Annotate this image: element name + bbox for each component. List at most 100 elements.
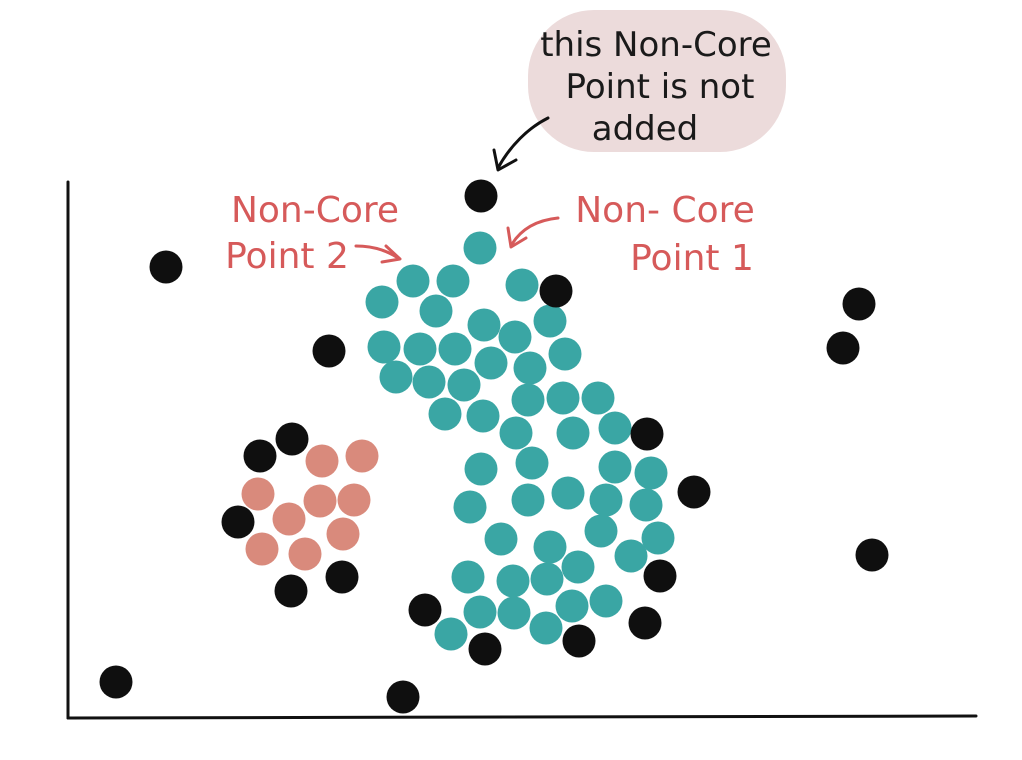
core-point-43 [561, 550, 595, 584]
point1-arrow [510, 216, 560, 246]
core-point-15 [379, 360, 413, 394]
core-point-40 [451, 560, 485, 594]
core-point-46 [497, 596, 531, 630]
cluster2-point-6 [272, 502, 306, 536]
core-point-29 [598, 450, 632, 484]
noise-point-8 [243, 439, 277, 473]
core-cluster [365, 231, 675, 651]
core-point-35 [629, 488, 663, 522]
cluster2-point-3 [241, 477, 275, 511]
noise-point-9 [630, 417, 664, 451]
cluster2-point-9 [288, 537, 322, 571]
core-point-49 [434, 617, 468, 651]
core-point-5 [365, 285, 399, 319]
core-point-30 [634, 456, 668, 490]
noise-point-3 [539, 274, 573, 308]
core-point-7 [467, 308, 501, 342]
cluster2-point-5 [337, 483, 371, 517]
core-point-12 [498, 320, 532, 354]
callout-arrow [496, 116, 550, 170]
core-point-41 [496, 564, 530, 598]
callout: this Non-Core Point is not added [492, 10, 786, 172]
noise-point-14 [274, 574, 308, 608]
core-point-27 [464, 452, 498, 486]
core-point-17 [447, 368, 481, 402]
noise-point-7 [275, 422, 309, 456]
core-point-45 [463, 595, 497, 629]
noise-point-21 [386, 680, 420, 714]
noise-point-17 [628, 606, 662, 640]
core-point-11 [438, 332, 472, 366]
core-point-9 [367, 330, 401, 364]
core-point-14 [474, 346, 508, 380]
core-point-31 [453, 490, 487, 524]
point2-arrowhead [380, 244, 402, 264]
noise-point-11 [221, 505, 255, 539]
core-point-20 [546, 381, 580, 415]
small-cluster [241, 439, 379, 571]
core-point-21 [581, 381, 615, 415]
core-point-2 [396, 264, 430, 298]
callout-bubble [528, 10, 786, 152]
core-point-18 [513, 351, 547, 385]
noise-point-4 [842, 287, 876, 321]
callout-line-2: Point is not [566, 67, 755, 107]
point1-arrowhead [506, 226, 528, 249]
core-point-37 [533, 530, 567, 564]
callout-arrowhead [492, 148, 518, 172]
noise-points [99, 179, 889, 714]
noise-point-6 [826, 331, 860, 365]
core-point-48 [589, 584, 623, 618]
core-point-47 [555, 589, 589, 623]
callout-line-3: added [592, 109, 699, 149]
cluster2-point-2 [345, 439, 379, 473]
core-point-3 [436, 264, 470, 298]
noise-point-15 [643, 559, 677, 593]
core-point-19 [511, 383, 545, 417]
cluster2-point-1 [305, 444, 339, 478]
core-point-39 [641, 521, 675, 555]
core-point-32 [511, 483, 545, 517]
noise-point-2 [149, 250, 183, 284]
core-point-26 [556, 416, 590, 450]
noise-point-18 [468, 632, 502, 666]
noise-point-13 [325, 560, 359, 594]
core-point-8 [533, 304, 567, 338]
core-point-42 [530, 562, 564, 596]
core-point-33 [551, 476, 585, 510]
noise-point-10 [677, 475, 711, 509]
cluster2-point-8 [245, 532, 279, 566]
core-point-28 [515, 446, 549, 480]
core-point-4 [505, 268, 539, 302]
core-point-34 [589, 483, 623, 517]
core-point-38 [584, 514, 618, 548]
core-point-6 [419, 294, 453, 328]
label-non-core-point-2: Non-Core Point 2 [225, 190, 402, 277]
core-point-50 [529, 611, 563, 645]
core-point-44 [614, 539, 648, 573]
noise-point-16 [408, 593, 442, 627]
noise-point-12 [855, 538, 889, 572]
noise-point-20 [99, 665, 133, 699]
x-axis [66, 714, 978, 720]
core-point-1 [463, 231, 497, 265]
label-point1-line-2: Point 1 [630, 238, 754, 279]
core-point-36 [484, 522, 518, 556]
core-point-25 [499, 416, 533, 450]
core-point-22 [428, 397, 462, 431]
cluster2-point-7 [326, 517, 360, 551]
core-point-16 [412, 365, 446, 399]
core-point-13 [548, 337, 582, 371]
core-point-24 [598, 411, 632, 445]
label-point1-line-1: Non- Core [575, 190, 755, 231]
callout-line-1: this Non-Core [540, 25, 772, 65]
noise-point-5 [312, 334, 346, 368]
noise-point-19 [562, 624, 596, 658]
label-point2-line-1: Non-Core [231, 190, 399, 231]
label-non-core-point-1: Non- Core Point 1 [506, 190, 755, 279]
label-point2-line-2: Point 2 [225, 236, 349, 277]
axes [66, 180, 978, 720]
cluster2-point-4 [303, 484, 337, 518]
core-point-23 [466, 399, 500, 433]
